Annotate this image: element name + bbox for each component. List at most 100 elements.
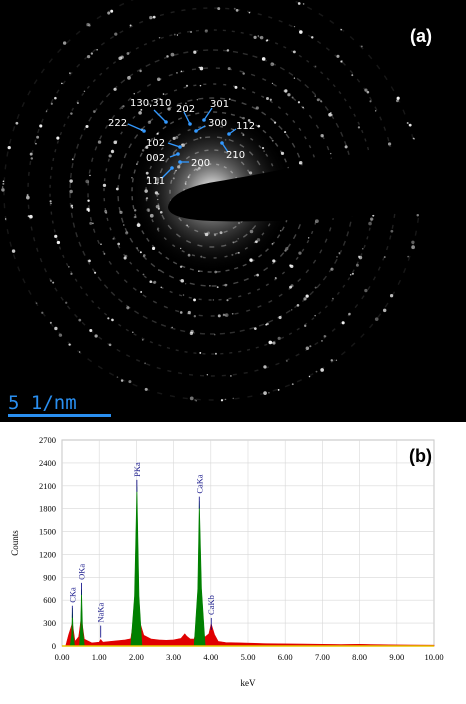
diffraction-spot: [293, 25, 296, 28]
y-tick-label: 1200: [39, 549, 56, 559]
diffraction-spot: [396, 96, 400, 100]
diffraction-spot: [351, 74, 354, 77]
diffraction-spot: [375, 110, 377, 112]
diffraction-spot: [68, 343, 71, 346]
diffraction-spot: [193, 50, 197, 54]
diffraction-spot: [160, 286, 162, 289]
diffraction-spot: [384, 256, 386, 258]
diffraction-spot: [65, 301, 68, 304]
diffraction-spot: [41, 311, 44, 314]
diffraction-spot: [86, 22, 90, 27]
diffraction-spot: [328, 112, 332, 117]
diffraction-spot: [190, 329, 194, 334]
diffraction-spot: [92, 110, 96, 113]
saed-image: 130,310 202 301 222 300 112 102 210 002 200 111: [1, 0, 423, 402]
diffraction-spot: [185, 84, 189, 87]
miller-index-label: 210: [226, 150, 245, 161]
diffraction-spot: [196, 99, 198, 101]
diffraction-spot: [176, 72, 178, 74]
diffraction-spot: [330, 267, 334, 271]
diffraction-spot: [216, 286, 219, 289]
miller-index-label: 300: [208, 118, 227, 129]
diffraction-spot: [108, 343, 112, 347]
index-annotations: 130,310 202 301 222 300 112 102 210 002 200 111: [108, 98, 255, 187]
diffraction-spot: [355, 263, 359, 267]
peak-label: NaKa: [96, 603, 106, 623]
diffraction-spot: [348, 312, 351, 316]
diffraction-spot: [56, 136, 60, 140]
diffraction-spot: [368, 221, 372, 226]
diffraction-spot: [149, 280, 153, 284]
diffraction-spot: [2, 180, 5, 183]
diffraction-spot: [298, 162, 301, 165]
diffraction-spot: [212, 299, 215, 301]
diffraction-spot: [171, 326, 173, 328]
x-tick-label: 8.00: [352, 652, 367, 662]
peak-label: CaKa: [194, 474, 204, 494]
diffraction-spot: [102, 183, 107, 187]
diffraction-spot: [4, 218, 7, 220]
diffraction-spot: [298, 251, 302, 255]
diffraction-spot: [158, 269, 160, 271]
diffraction-spot: [224, 313, 229, 318]
diffraction-spot: [315, 370, 318, 373]
x-tick-label: 7.00: [315, 652, 330, 662]
diffraction-spot: [314, 65, 317, 68]
diffraction-spot: [85, 179, 90, 184]
diffraction-spot: [406, 122, 409, 124]
diffraction-spot: [100, 243, 102, 246]
miller-index-label: 002: [146, 153, 165, 164]
diffraction-spot: [320, 368, 324, 372]
diffraction-spot: [314, 219, 319, 224]
diffraction-spot: [228, 98, 231, 100]
miller-index-label: 200: [191, 158, 210, 169]
diffraction-spot: [209, 285, 211, 287]
diffraction-spot: [374, 317, 379, 321]
diffraction-spot: [227, 66, 231, 70]
diffraction-spot: [242, 87, 244, 89]
diffraction-spot: [351, 272, 354, 275]
diffraction-spot: [166, 55, 169, 58]
diffraction-spot: [271, 82, 274, 85]
diffraction-spot: [29, 152, 33, 156]
diffraction-spot: [35, 142, 37, 145]
diffraction-spot: [299, 30, 303, 34]
peak-label: CaKb: [206, 595, 216, 615]
diffraction-spot: [179, 311, 183, 314]
diffraction-spot: [314, 286, 317, 289]
diffraction-spot: [336, 54, 340, 58]
diffraction-spot: [110, 9, 114, 13]
diffraction-spot: [364, 88, 368, 92]
diffraction-spot: [91, 222, 94, 225]
diffraction-spot: [199, 351, 202, 354]
annotation-arrowhead: [164, 120, 168, 124]
diffraction-spot: [321, 340, 323, 342]
y-tick-label: 300: [43, 618, 56, 628]
diffraction-spot: [86, 207, 90, 211]
diffraction-spot: [50, 102, 53, 105]
diffraction-spot: [411, 245, 416, 250]
y-tick-label: 2100: [39, 481, 56, 491]
diffraction-spot: [54, 96, 57, 100]
diffraction-spot: [360, 45, 363, 48]
diffraction-spot: [320, 133, 324, 138]
diffraction-spot: [138, 111, 142, 115]
miller-index-label: 130,310: [130, 98, 171, 109]
diffraction-spot: [131, 177, 133, 179]
diffraction-spot: [49, 321, 52, 324]
diffraction-spot: [263, 365, 267, 369]
diffraction-spot: [338, 252, 341, 254]
diffraction-spot: [152, 15, 156, 19]
diffraction-spot: [411, 240, 415, 244]
annotation-arrow: [161, 167, 173, 179]
diffraction-spot: [304, 324, 307, 327]
diffraction-spot: [305, 346, 310, 350]
diffraction-spot: [302, 3, 305, 5]
diffraction-spot: [11, 249, 16, 253]
diffraction-spot: [69, 189, 73, 194]
annotation-arrowhead: [227, 132, 231, 136]
diffraction-spot: [71, 206, 74, 209]
diffraction-spot: [179, 265, 183, 269]
diffraction-spot: [389, 294, 394, 298]
peak-label: CKa: [67, 587, 77, 603]
